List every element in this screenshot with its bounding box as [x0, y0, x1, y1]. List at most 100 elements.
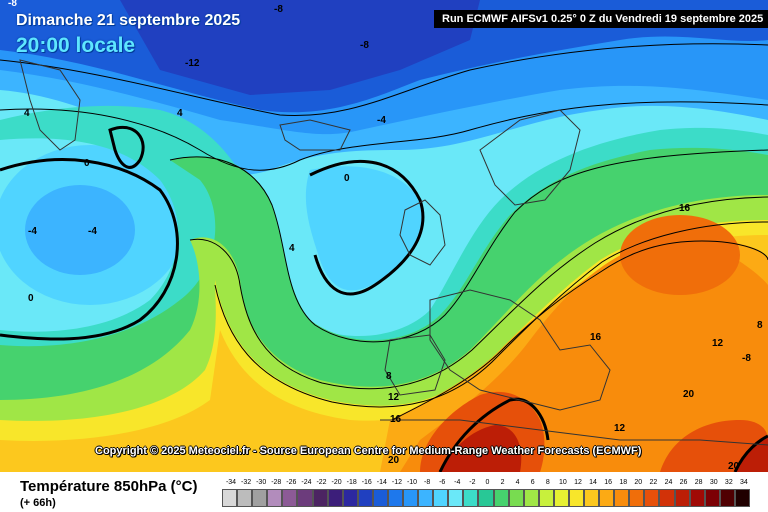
- scale-swatch: [493, 489, 509, 507]
- scale-tick-label: -16: [361, 479, 372, 486]
- contour-label: -4: [377, 115, 386, 126]
- scale-swatch: [478, 489, 494, 507]
- scale-tick-label: -12: [391, 479, 402, 486]
- scale-swatch: [433, 489, 449, 507]
- contour-label: 4: [177, 108, 183, 119]
- contour-label: 20: [683, 389, 695, 400]
- scale-tick-label: 32: [724, 479, 733, 486]
- scale-tick-label: 28: [694, 479, 703, 486]
- color-scale: -34 -32 -30 -28 -26 -24 -22 -20 -18 -16 -14 -12 -10-…: [222, 479, 750, 509]
- copyright-notice: Copyright © 2025 Meteociel.fr - Source E…: [95, 445, 642, 457]
- scale-swatch: [222, 489, 238, 507]
- contour-label: 20: [388, 455, 400, 466]
- iceland-coast: [279, 119, 351, 151]
- contour-label: 16: [679, 203, 691, 214]
- zero-isotherm-greenland: [108, 125, 145, 169]
- scale-tick-label: 8: [545, 479, 550, 486]
- contour-label: 12: [388, 392, 400, 403]
- atlantic-cold-core: [25, 185, 135, 275]
- scale-swatch: [372, 489, 388, 507]
- forecast-date: Dimanche 21 septembre 2025: [16, 12, 241, 29]
- scale-swatch: [599, 489, 615, 507]
- scale-tick-label: 18: [619, 479, 628, 486]
- scale-tick-label: 24: [664, 479, 673, 486]
- scandinavia-coast: [479, 109, 581, 206]
- forecast-time: 20:00 locale: [16, 34, 136, 57]
- legend-bar: Température 850hPa (°C) (+ 66h) -34 -32 -3…: [0, 472, 768, 512]
- middle-east-hot: [735, 438, 768, 472]
- scale-swatch: [659, 489, 675, 507]
- scale-swatch: [674, 489, 690, 507]
- scale-tick-label: -2: [469, 479, 476, 486]
- scale-swatch: [403, 489, 419, 507]
- contour-label: -4: [88, 226, 97, 237]
- isotherm-twelve: [214, 221, 768, 408]
- scale-swatch: [614, 489, 630, 507]
- contour-label: 16: [590, 332, 602, 343]
- scale-tick-label: 4: [515, 479, 520, 486]
- scale-swatch: [523, 489, 539, 507]
- scale-tick-label: -28: [271, 479, 282, 486]
- scale-tick-label: 26: [679, 479, 688, 486]
- mid-atlantic-cold: [305, 166, 423, 291]
- scale-swatch: [387, 489, 404, 507]
- contour-label: 8: [757, 320, 763, 331]
- scale-tick-label: -10: [406, 479, 418, 486]
- scale-swatch: [282, 489, 298, 507]
- contour-label: 20: [728, 461, 740, 472]
- scale-swatch: [584, 489, 600, 507]
- scale-tick-label: 10: [558, 479, 567, 486]
- scale-tick-label: 34: [740, 479, 748, 486]
- scale-tick-label: -30: [256, 479, 267, 486]
- scale-tick-label: -6: [439, 479, 446, 486]
- legend-subtitle: (+ 66h): [20, 497, 56, 509]
- scale-tick-label: -18: [346, 479, 357, 486]
- north-africa-coast: [380, 419, 768, 446]
- scale-tick-label: -14: [376, 479, 387, 486]
- scale-tick-label: 12: [574, 479, 582, 486]
- contour-label: -12: [185, 58, 200, 69]
- isotherm-sixteen: [391, 240, 768, 421]
- scale-swatch: [448, 489, 464, 507]
- scale-swatch: [418, 489, 434, 507]
- model-run-info: Run ECMWF AIFSv1 0.25° 0 Z du Vendredi 1…: [434, 10, 768, 28]
- scale-swatch: [463, 489, 479, 507]
- twenty-isotherm-east: [733, 434, 768, 472]
- contour-label: -8: [274, 4, 283, 15]
- scale-swatch: [267, 489, 283, 507]
- isotherm-minus8: [0, 43, 768, 117]
- scale-tick-label: -34: [225, 479, 237, 486]
- twenty-isotherm: [438, 397, 550, 472]
- scale-swatch: [538, 489, 554, 507]
- scale-tick-label: -4: [454, 479, 461, 486]
- scale-swatch: [312, 489, 328, 507]
- scale-swatch: [553, 489, 569, 507]
- scale-swatch: [704, 489, 720, 507]
- scale-swatch: [629, 489, 645, 507]
- contour-label: -4: [28, 226, 37, 237]
- east-europe-warm: [620, 215, 740, 295]
- scale-swatch: [568, 489, 585, 507]
- scale-tick-label: -8: [423, 479, 431, 486]
- scale-tick-label: -32: [241, 479, 252, 486]
- scale-tick-label: -20: [331, 479, 342, 486]
- scale-tick-label: 30: [709, 479, 718, 486]
- scale-tick-label: 0: [485, 479, 490, 486]
- contour-label: 0: [28, 293, 34, 304]
- zero-isotherm-atlantic: [0, 158, 179, 341]
- scale-tick-label: 6: [530, 479, 535, 486]
- isotherm-eight: [189, 196, 768, 390]
- scale-tick-label: -24: [301, 479, 312, 486]
- scale-swatch: [327, 489, 343, 507]
- scale-tick-label: 22: [649, 479, 658, 486]
- weather-map: -8 -8 -12 -8 4 4 -4 0 0 -4 -4 4 0 8 12 1…: [0, 0, 768, 472]
- scale-tick-label: 20: [634, 479, 643, 486]
- scale-swatch: [237, 489, 253, 507]
- scale-swatch: [252, 489, 268, 507]
- contour-label: 12: [614, 423, 626, 434]
- isotherm-minus4: [0, 101, 768, 171]
- scale-swatch: [342, 489, 358, 507]
- scale-swatch: [297, 489, 313, 507]
- coldest-core: [120, 0, 480, 95]
- contour-label: -8: [8, 0, 17, 9]
